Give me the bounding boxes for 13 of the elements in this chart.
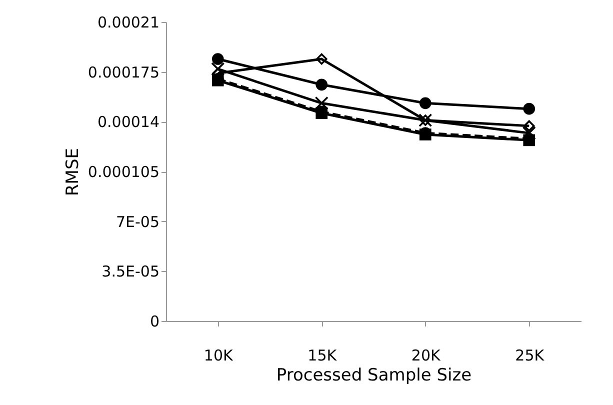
y-tick-label: 0.000105 — [88, 163, 160, 181]
y-tick-label: 0.00021 — [97, 14, 160, 32]
x-tick-label: 20K — [411, 346, 442, 364]
y-tick-label: 0.000175 — [88, 63, 160, 82]
y-tick-label: 7E-05 — [116, 212, 160, 231]
y-tick-label: 0.00014 — [97, 113, 160, 132]
x-tick-label: 15K — [308, 346, 338, 364]
x-axis-title: Processed Sample Size — [276, 366, 472, 386]
x-tick-label: 10K — [204, 346, 234, 364]
x-tick-label: 25K — [515, 346, 546, 364]
y-tick-label: 3.5E-05 — [102, 262, 160, 281]
y-tick-label: 0 — [150, 312, 160, 330]
y-axis-title: RMSE — [62, 148, 83, 196]
